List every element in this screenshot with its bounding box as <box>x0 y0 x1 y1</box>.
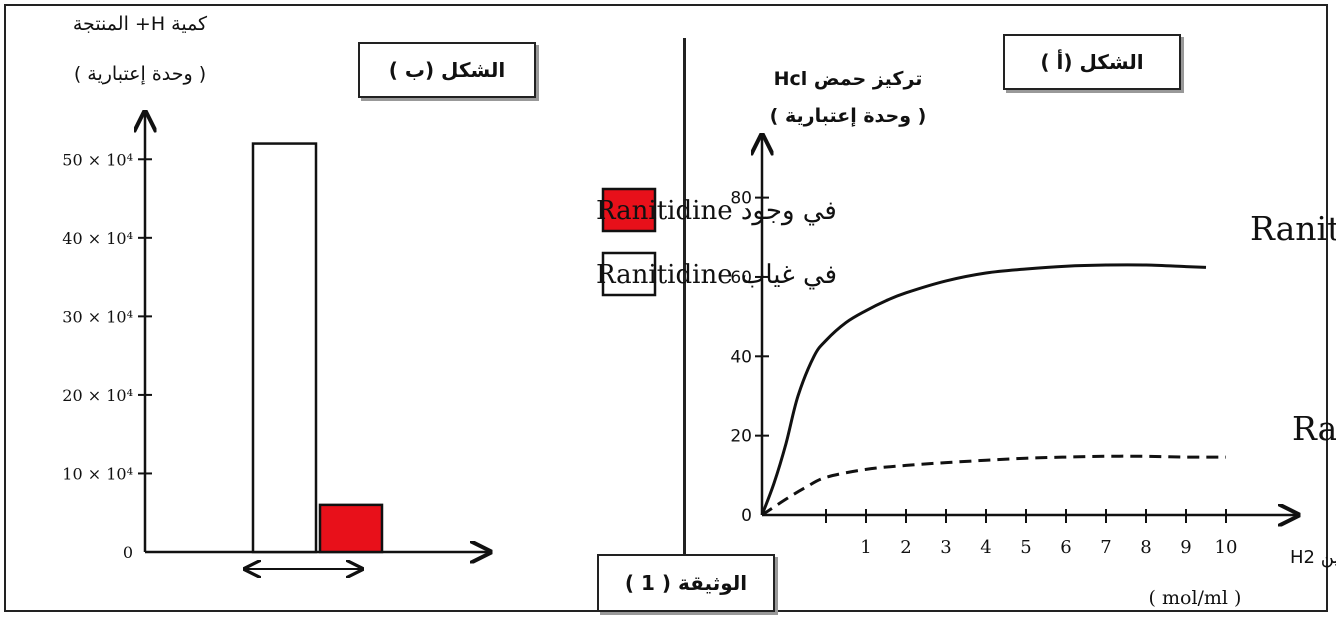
bar-y-tick-label: 0 <box>123 543 133 562</box>
bar-bars <box>251 142 384 554</box>
bar-y-axis-label: كمية H+ المنتجة <box>73 13 208 35</box>
line-y-tick-label: 80 <box>730 189 752 209</box>
bar <box>318 503 384 554</box>
line-y-tick-label: 40 <box>730 347 752 367</box>
bar-y-tick-label: 30 × 10⁴ <box>62 307 133 326</box>
line-x-tick-label: 8 <box>1140 537 1151 558</box>
line-x-axis-unit: ( mol/ml ) <box>1149 587 1242 609</box>
line-series-path <box>761 454 1227 517</box>
legend-label: في وجود Ranitidine <box>596 196 837 226</box>
line-y-axis-label: تركيز حمض Hcl <box>774 68 923 90</box>
line-series-path <box>760 263 1207 516</box>
line-y-tick-label: 0 <box>741 506 752 526</box>
line-x-tick-label: 10 <box>1215 537 1238 558</box>
bar-y-tick-label: 10 × 10⁴ <box>62 464 133 483</box>
bar <box>251 142 318 554</box>
series-label-present: في وجود Ranitidine <box>1292 409 1336 449</box>
line-x-tick-label: 9 <box>1180 537 1191 558</box>
figure-b-label: الشكل (ب ) <box>358 42 536 98</box>
line-x-tick-label: 3 <box>940 537 951 558</box>
bar-y-ticks: 0 10 × 10⁴ 20 × 10⁴ 30 × 10⁴ 40 × 10⁴ 50 × 10… <box>62 150 152 562</box>
line-ticks: 0 20 40 60 80 1 2 3 4 5 6 7 8 9 10 <box>730 189 1237 558</box>
document-label: الوثيقة ( 1 ) <box>597 554 775 612</box>
legend-label: في غياب Ranitidine <box>596 260 837 290</box>
legend-swatch <box>601 187 657 233</box>
series-label-absent: في غياب Ranitidine <box>1250 209 1336 248</box>
line-y-tick-label: 60 <box>730 268 752 288</box>
line-x-tick-label: 1 <box>860 537 871 558</box>
line-chart: تركيز حمض Hcl ( وحدة إعتبارية ) 0 20 40 60 8… <box>730 68 1336 609</box>
bar-y-tick-label: 20 × 10⁴ <box>62 386 133 405</box>
bar-chart: كمية H+ المنتجة ( وحدة إعتبارية ) 0 10 × … <box>62 13 837 569</box>
line-x-tick-label: 2 <box>900 537 911 558</box>
figure-a-label: الشكل (أ ) <box>1003 34 1181 90</box>
line-x-axis-label: تركيز الهيستامين H2 <box>1290 547 1336 568</box>
line-x-tick-label: 6 <box>1060 537 1071 558</box>
line-x-tick-label: 4 <box>980 537 991 558</box>
line-x-tick-label: 7 <box>1100 537 1111 558</box>
bar-legend: في وجود Ranitidine في غياب Ranitidine <box>596 187 837 297</box>
bar-y-tick-label: 40 × 10⁴ <box>62 229 133 248</box>
line-y-tick-label: 20 <box>730 427 752 447</box>
line-x-tick-label: 5 <box>1020 537 1031 558</box>
panel-divider <box>683 38 686 558</box>
bar-y-tick-label: 50 × 10⁴ <box>62 150 133 169</box>
bar-y-axis-unit: ( وحدة إعتبارية ) <box>74 63 206 86</box>
line-y-axis-unit: ( وحدة إعتبارية ) <box>770 105 927 127</box>
legend-swatch <box>601 251 657 297</box>
line-series <box>760 263 1227 517</box>
